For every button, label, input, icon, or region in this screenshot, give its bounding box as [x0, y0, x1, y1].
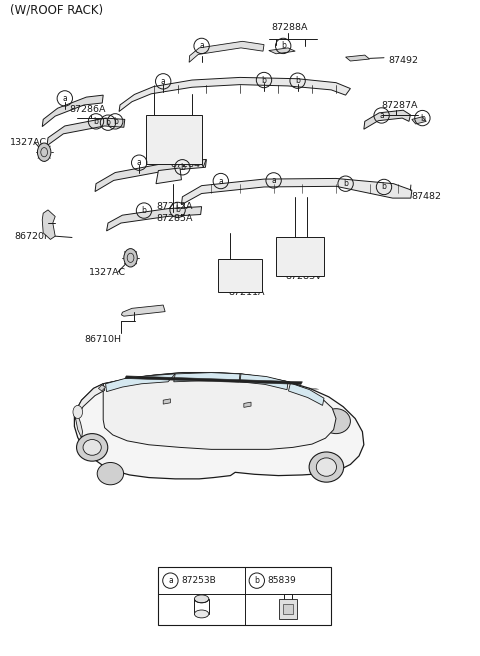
Text: b: b [420, 113, 425, 123]
Text: a: a [199, 41, 204, 51]
Text: 87212A: 87212A [156, 202, 192, 211]
Text: a: a [379, 111, 384, 120]
Text: a: a [168, 576, 173, 585]
Ellipse shape [97, 462, 124, 485]
Text: b: b [106, 118, 110, 127]
Text: b: b [281, 41, 286, 51]
Text: 85839: 85839 [268, 576, 297, 585]
Polygon shape [244, 402, 251, 407]
Text: b: b [254, 576, 259, 585]
Text: b: b [382, 182, 386, 192]
Text: b: b [262, 75, 266, 85]
Text: b: b [113, 117, 118, 126]
Polygon shape [189, 41, 264, 62]
Text: 87492: 87492 [389, 56, 419, 65]
Polygon shape [163, 399, 170, 404]
Polygon shape [181, 178, 412, 205]
Polygon shape [174, 373, 240, 382]
Circle shape [73, 405, 83, 419]
Polygon shape [288, 383, 324, 405]
Text: 87287A: 87287A [382, 100, 418, 110]
Polygon shape [121, 305, 165, 316]
Polygon shape [42, 95, 103, 127]
Polygon shape [269, 48, 295, 54]
Polygon shape [42, 210, 55, 239]
Text: b: b [94, 117, 98, 126]
FancyBboxPatch shape [276, 237, 324, 276]
Text: b: b [175, 205, 180, 215]
Text: (W/ROOF RACK): (W/ROOF RACK) [10, 3, 103, 16]
Text: 87482: 87482 [412, 192, 442, 201]
FancyBboxPatch shape [279, 599, 297, 619]
Polygon shape [47, 118, 125, 146]
Polygon shape [74, 413, 83, 438]
Polygon shape [107, 207, 202, 231]
Text: a: a [218, 176, 223, 186]
Polygon shape [98, 385, 106, 391]
Polygon shape [74, 373, 364, 479]
FancyBboxPatch shape [283, 604, 293, 614]
Text: a: a [271, 176, 276, 185]
Text: 87286A: 87286A [70, 105, 106, 114]
Ellipse shape [309, 452, 344, 482]
Polygon shape [364, 110, 410, 129]
Text: b: b [295, 76, 300, 85]
Text: a: a [161, 77, 166, 86]
Polygon shape [106, 374, 175, 392]
Text: 87211A: 87211A [228, 287, 264, 297]
Polygon shape [119, 77, 350, 112]
FancyBboxPatch shape [146, 115, 202, 164]
Polygon shape [74, 384, 105, 420]
Text: 87285A: 87285A [156, 214, 192, 223]
FancyBboxPatch shape [218, 259, 262, 292]
Polygon shape [156, 168, 181, 184]
Circle shape [124, 249, 137, 267]
Text: a: a [62, 94, 67, 103]
Polygon shape [125, 376, 302, 384]
Polygon shape [95, 159, 206, 192]
Ellipse shape [194, 610, 209, 618]
Text: 1327AC: 1327AC [89, 268, 126, 277]
Text: 86710H: 86710H [84, 335, 121, 344]
Text: 87284V: 87284V [170, 160, 207, 169]
Text: b: b [343, 179, 348, 188]
Polygon shape [412, 117, 426, 124]
Text: b: b [142, 206, 146, 215]
Text: 87283V: 87283V [286, 272, 322, 281]
Text: b: b [180, 163, 185, 172]
Ellipse shape [322, 409, 350, 434]
Ellipse shape [77, 434, 108, 461]
Circle shape [37, 143, 51, 161]
Text: 87288A: 87288A [271, 23, 308, 32]
Text: 86720H: 86720H [14, 232, 51, 241]
Text: a: a [137, 158, 142, 167]
Ellipse shape [316, 458, 336, 476]
Polygon shape [346, 55, 370, 61]
Polygon shape [240, 374, 288, 390]
Text: 1327AC: 1327AC [10, 138, 47, 147]
Text: 87253B: 87253B [181, 576, 216, 585]
Ellipse shape [194, 595, 209, 603]
Polygon shape [103, 373, 336, 449]
Ellipse shape [83, 440, 101, 455]
